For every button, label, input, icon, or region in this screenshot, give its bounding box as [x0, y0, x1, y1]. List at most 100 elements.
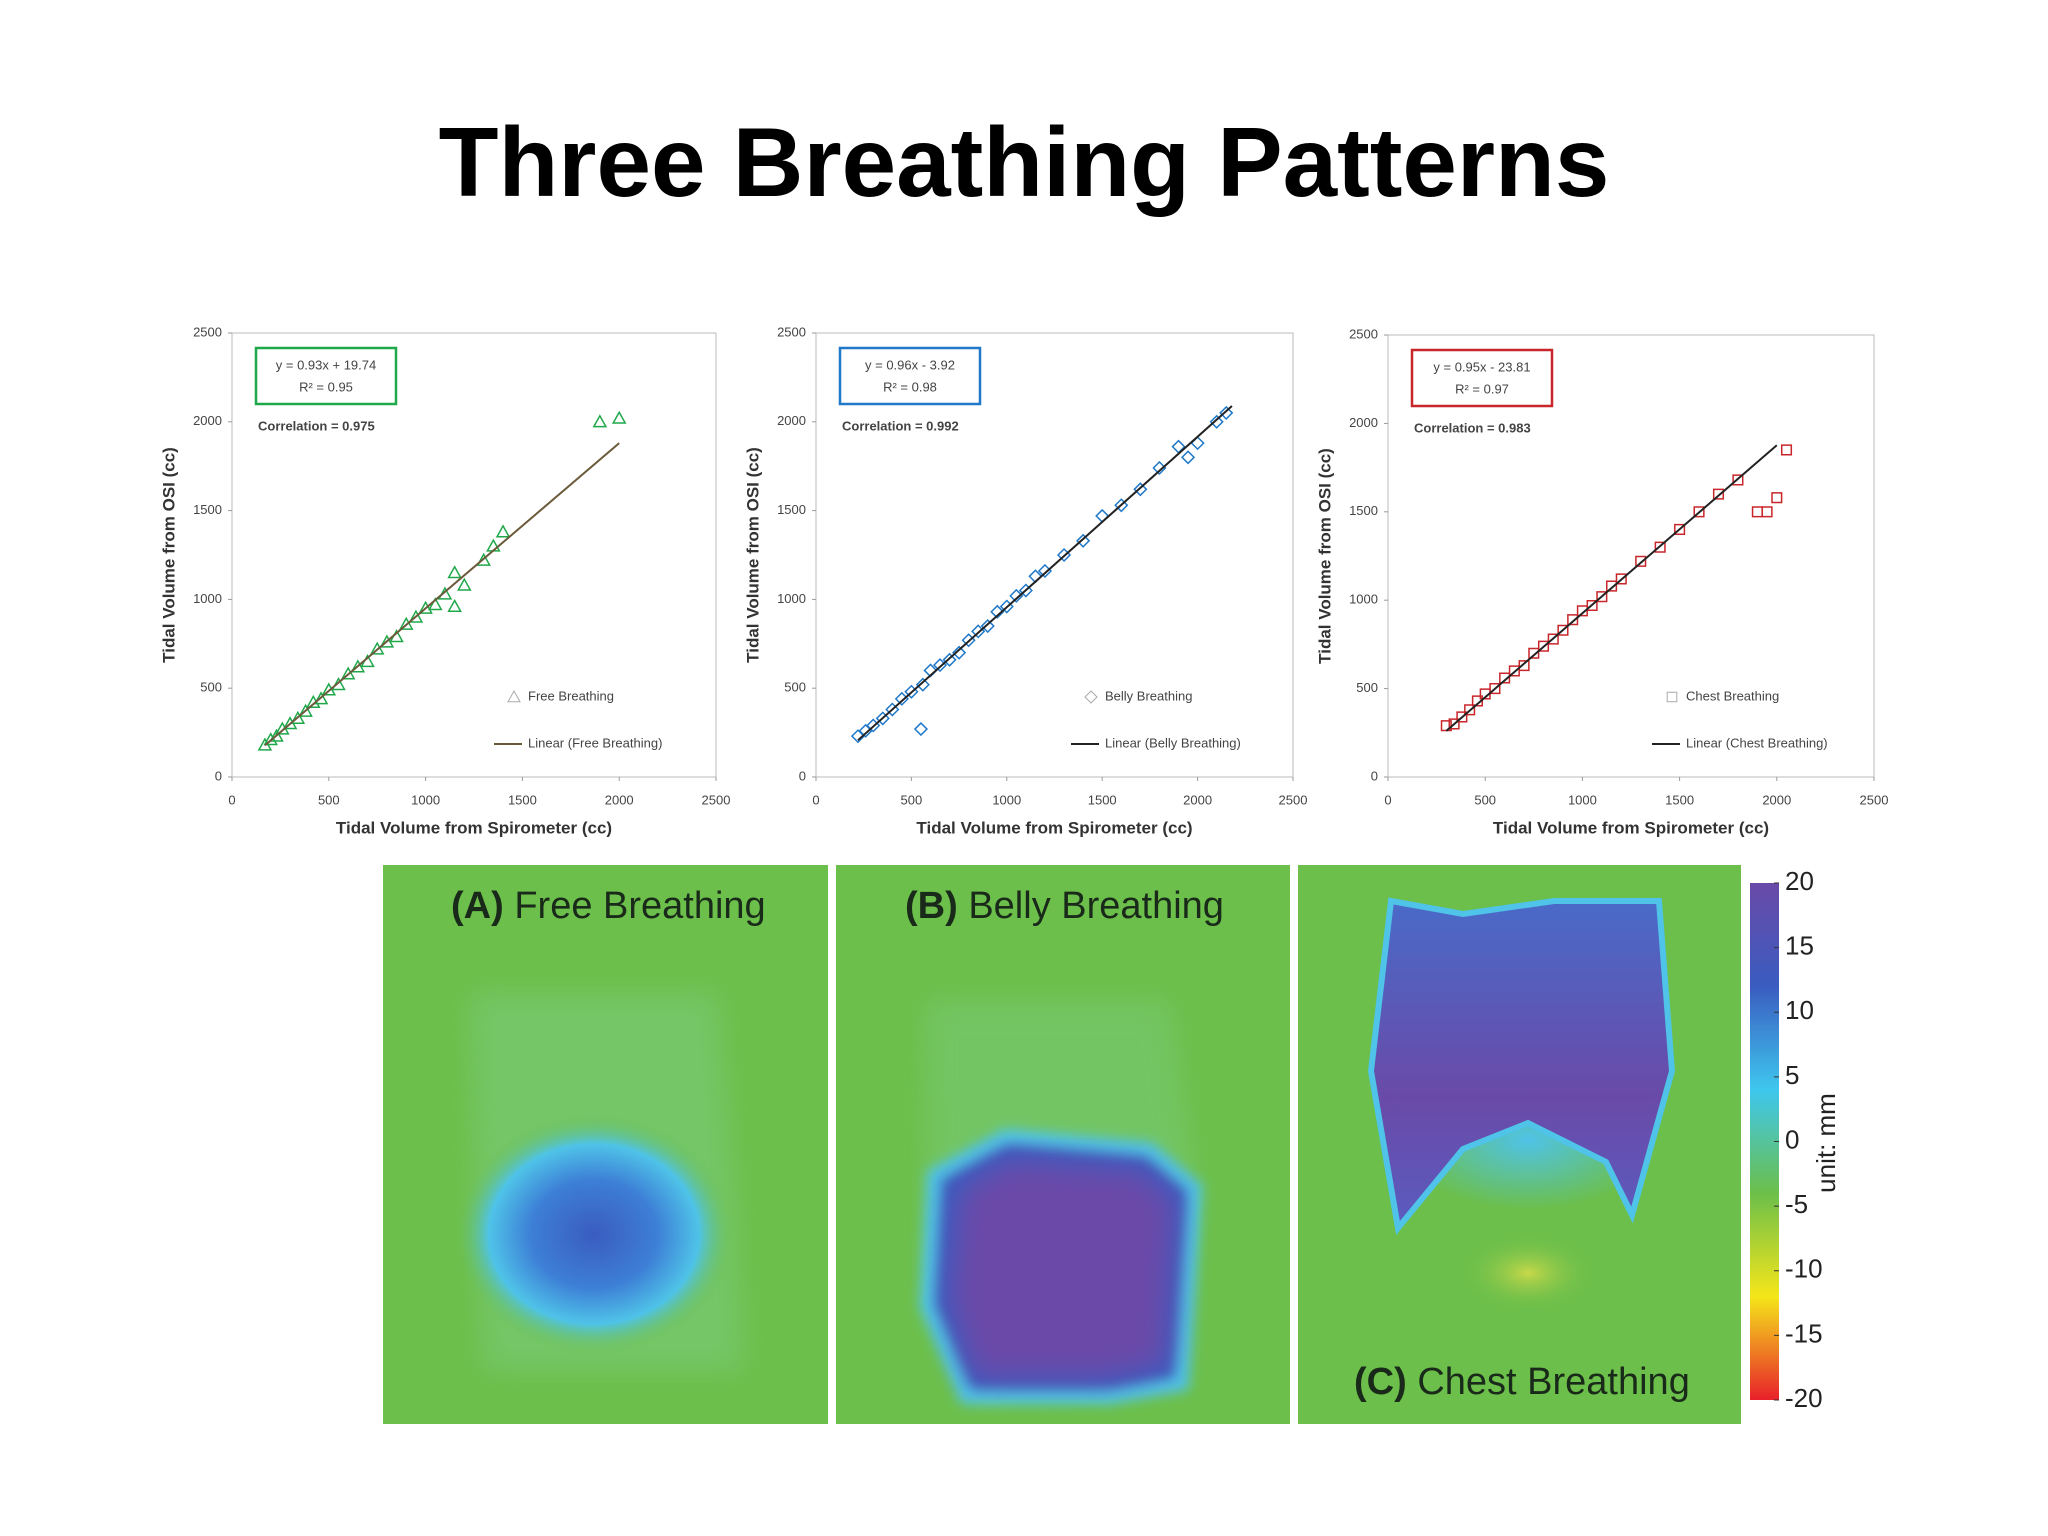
x-tick-label: 2500: [1279, 792, 1308, 807]
point: [1654, 541, 1666, 553]
point: [1761, 506, 1773, 518]
point: [1537, 640, 1550, 652]
legend-swatch: [1084, 690, 1098, 704]
equation: y = 0.96x - 3.92: [865, 357, 955, 372]
panel-letter: (A): [451, 885, 504, 927]
colorbar-tick-label: -15: [1785, 1318, 1823, 1348]
y-tick-label: 500: [784, 680, 806, 695]
x-tick-label: 2500: [702, 792, 731, 807]
point: [1190, 436, 1205, 451]
equation: y = 0.93x + 19.74: [276, 357, 376, 372]
point: [1440, 720, 1452, 732]
point: [592, 414, 608, 428]
colorbar-tick-label: 10: [1785, 995, 1814, 1025]
point: [457, 577, 472, 591]
point: [495, 524, 511, 538]
legend-label: Linear (Chest Breathing): [1686, 735, 1828, 750]
panel-letter: (C): [1354, 1361, 1407, 1403]
x-tick-label: 1500: [508, 792, 537, 807]
y-axis-label: Tidal Volume from OSI (cc): [743, 447, 762, 663]
point: [1018, 583, 1033, 598]
y-tick-label: 0: [799, 768, 806, 783]
point: [1479, 688, 1491, 700]
point: [1615, 573, 1627, 585]
point: [398, 616, 414, 630]
x-tick-label: 2000: [1762, 792, 1791, 807]
y-tick-label: 0: [1371, 768, 1378, 783]
point: [437, 586, 453, 600]
correlation: Correlation = 0.992: [842, 418, 959, 433]
x-tick-label: 500: [318, 792, 340, 807]
point: [1586, 599, 1598, 612]
legend-label: Linear (Belly Breathing): [1105, 735, 1241, 750]
point: [447, 565, 462, 579]
x-tick-label: 1500: [1088, 792, 1117, 807]
point: [942, 652, 957, 667]
y-tick-label: 1500: [193, 502, 222, 517]
correlation: Correlation = 0.983: [1414, 420, 1531, 435]
heatmaps: (A) Free Breathing (B) Belly Breathing (…: [383, 865, 1741, 1424]
y-tick-label: 500: [200, 680, 222, 695]
scatter-chart: 0 500 1000 1500 2000 2500 0 500 1000 1500 2000 2500…: [1315, 326, 1888, 837]
x-tick-label: 1500: [1665, 792, 1694, 807]
blob: [1367, 897, 1676, 1235]
point: [1771, 492, 1783, 504]
point: [1489, 683, 1501, 695]
point: [428, 597, 443, 611]
blob: [454, 1114, 734, 1354]
y-tick-label: 2000: [777, 413, 806, 428]
x-tick-label: 1000: [992, 792, 1021, 807]
point: [1528, 647, 1540, 659]
x-tick-label: 500: [901, 792, 923, 807]
point: [1567, 614, 1579, 626]
point: [990, 604, 1005, 619]
panel-label: (A) Free Breathing: [451, 885, 766, 927]
x-tick-label: 1000: [1568, 792, 1597, 807]
point: [1547, 633, 1559, 645]
colorbar-tick-label: 15: [1785, 931, 1814, 961]
y-axis-label: Tidal Volume from OSI (cc): [159, 447, 178, 663]
x-tick-label: 2000: [1183, 792, 1212, 807]
point: [1693, 506, 1705, 518]
point: [1219, 405, 1234, 420]
plot-frame: [1387, 334, 1875, 778]
point: [1095, 508, 1110, 523]
colorbar-tick-label: -5: [1785, 1189, 1808, 1219]
point: [1471, 695, 1483, 707]
legend-swatch: [1666, 691, 1678, 703]
panel-label: (C) Chest Breathing: [1354, 1361, 1690, 1403]
point: [1464, 704, 1476, 716]
point: [980, 618, 995, 634]
colorbar-tick-label: -10: [1785, 1254, 1823, 1284]
y-tick-label: 1000: [1349, 592, 1378, 607]
legend-label: Chest Breathing: [1686, 688, 1779, 703]
equation-box: [254, 346, 398, 406]
trend-line: [1445, 444, 1778, 732]
point: [1780, 444, 1793, 456]
point: [1732, 474, 1744, 486]
legend-label: Free Breathing: [528, 688, 614, 703]
point: [290, 710, 306, 724]
x-tick-label: 2500: [1860, 792, 1889, 807]
r-squared: R² = 0.95: [299, 379, 353, 394]
y-axis-label: Tidal Volume from OSI (cc): [1315, 448, 1334, 664]
point: [269, 728, 284, 742]
y-tick-label: 1500: [1349, 503, 1378, 518]
y-tick-label: 0: [215, 768, 222, 783]
point: [1448, 718, 1460, 730]
slide-title: Three Breathing Patterns: [439, 107, 1610, 217]
colorbar-tick-label: 20: [1785, 866, 1814, 896]
point: [894, 691, 909, 706]
equation-box: [838, 346, 982, 406]
scatter-chart: 0 500 1000 1500 2000 2500 0 500 1000 1500 2000 2500…: [159, 324, 730, 837]
y-tick-label: 2500: [193, 324, 222, 339]
x-axis-label: Tidal Volume from Spirometer (cc): [336, 818, 612, 837]
panel-name: Free Breathing: [514, 885, 765, 927]
point: [1606, 580, 1618, 592]
equation-box: [1410, 348, 1554, 408]
colorbar-tick-label: -20: [1785, 1383, 1823, 1413]
y-tick-label: 2500: [1349, 326, 1378, 341]
point: [447, 598, 462, 613]
y-tick-label: 1000: [777, 591, 806, 606]
